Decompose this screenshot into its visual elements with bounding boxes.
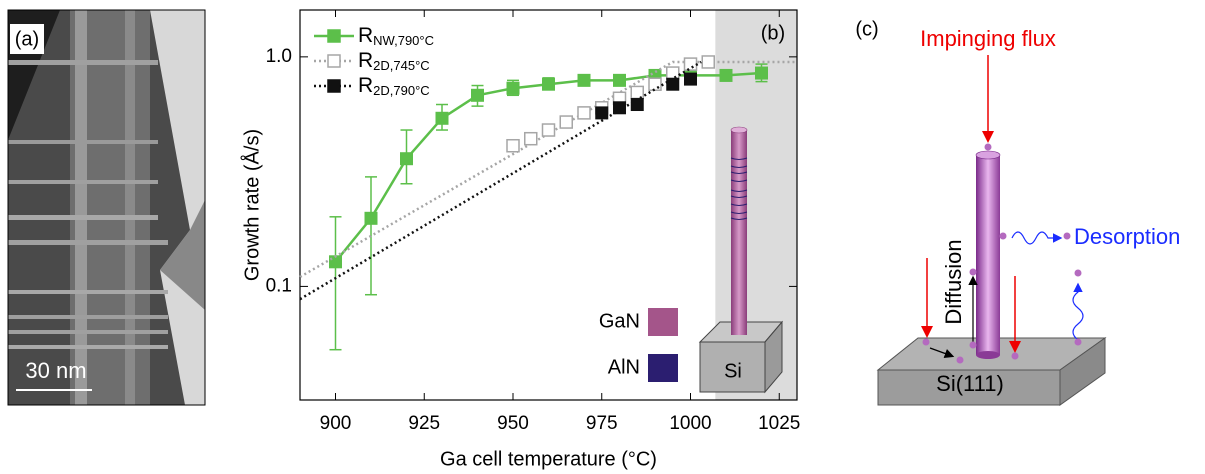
marker — [684, 72, 697, 86]
impinging-label: Impinging flux — [920, 26, 1056, 51]
aln-stripe — [730, 203, 748, 206]
marker — [613, 73, 626, 87]
aln-stripe — [730, 217, 748, 220]
legend-label: R2D,790°C — [358, 74, 430, 99]
substrate-label: Si(111) — [936, 371, 1004, 396]
fit-line — [299, 60, 797, 278]
legend-marker — [327, 79, 341, 93]
aln-stripe — [730, 179, 748, 182]
inset-legend-swatch — [648, 308, 678, 336]
diagram — [876, 55, 1107, 406]
inset-legend-swatch — [648, 354, 678, 382]
marker — [648, 77, 662, 91]
aln-stripe — [730, 189, 748, 192]
inset-legend-label: GaN — [599, 310, 640, 332]
marker — [506, 138, 520, 153]
marker — [400, 152, 413, 166]
series-line — [334, 71, 762, 263]
legend-label: R2D,745°C — [358, 49, 430, 74]
y-tick-label: 0.1 — [266, 275, 292, 296]
label-bg — [10, 24, 44, 54]
y-tick-label: 1.0 — [266, 46, 292, 67]
inset-label: Si — [724, 360, 742, 382]
legend-marker — [327, 29, 341, 43]
marker — [542, 77, 555, 91]
marker — [630, 85, 644, 100]
x-tick-label: 1025 — [758, 413, 800, 434]
y-axis-label: Growth rate (Å/s) — [240, 129, 263, 281]
tem-image — [7, 9, 206, 406]
marker — [577, 106, 591, 120]
aln-stripe — [730, 171, 748, 174]
chart: Si GaN AlN 900 925 950 975 1000 1025 1.0 0.1 Ga cel… — [240, 9, 800, 470]
x-tick-label: 1000 — [669, 413, 711, 434]
aln-stripe — [730, 211, 748, 214]
marker — [524, 131, 538, 146]
legend-label: RNW,790°C — [358, 24, 434, 49]
marker — [719, 68, 733, 82]
x-tick-label: 925 — [408, 413, 440, 434]
marker — [541, 123, 556, 137]
marker — [435, 111, 449, 125]
diffusion-label: Diffusion — [941, 239, 966, 324]
legend-name: R — [358, 49, 373, 72]
marker — [559, 115, 573, 129]
aln-stripe — [730, 165, 748, 168]
inset-legend-label: AlN — [608, 356, 640, 378]
panel-label: (b) — [761, 22, 785, 44]
inset-illustration — [698, 126, 784, 394]
marker — [666, 66, 680, 80]
fit-line — [299, 60, 702, 301]
marker — [577, 73, 591, 87]
inset-block — [764, 320, 783, 394]
plot-frame — [299, 9, 798, 401]
nanowire — [731, 130, 747, 335]
aln-stripe — [730, 157, 748, 160]
legend-subscript: NW,790°C — [373, 33, 434, 48]
x-tick-label: 900 — [320, 413, 352, 434]
desorption-label: Desorption — [1074, 224, 1180, 249]
panel-label: (a) — [15, 28, 39, 50]
marker — [755, 66, 768, 80]
marker — [666, 77, 680, 91]
marker — [471, 88, 484, 102]
marker — [701, 55, 715, 69]
aln-stripe — [730, 195, 748, 198]
marker — [364, 211, 378, 225]
marker — [683, 57, 698, 71]
x-tick-label: 975 — [586, 413, 618, 434]
nanowire-top — [730, 126, 748, 134]
legend-name: R — [358, 24, 373, 47]
legend-subscript: 2D,745°C — [373, 58, 430, 73]
legend-name: R — [358, 74, 373, 97]
marker — [595, 106, 609, 120]
panel-label: (c) — [855, 18, 878, 40]
scale-bar-label: 30 nm — [25, 358, 86, 383]
marker — [506, 81, 520, 95]
x-axis-label: Ga cell temperature (°C) — [440, 448, 657, 470]
legend-marker — [327, 54, 341, 68]
x-tick-label: 950 — [497, 413, 529, 434]
legend-subscript: 2D,790°C — [373, 83, 430, 98]
marker — [630, 98, 644, 112]
marker — [613, 101, 626, 115]
